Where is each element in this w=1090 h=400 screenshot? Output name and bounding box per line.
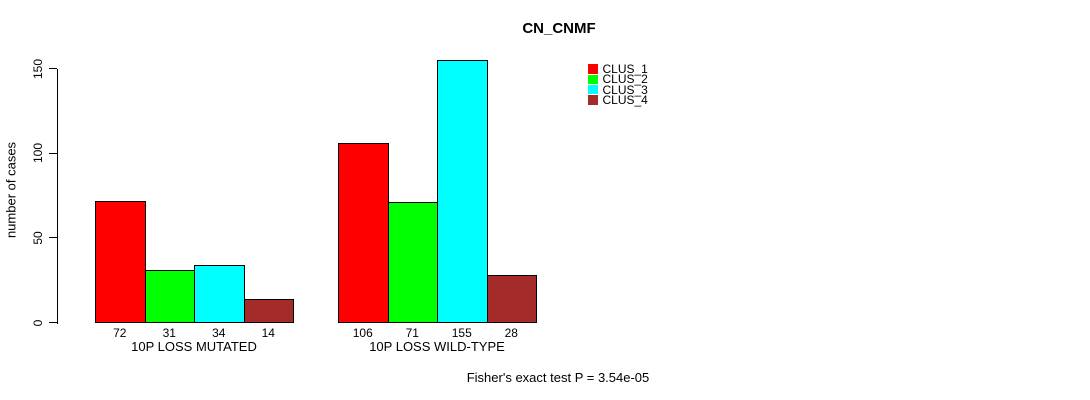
y-tick — [49, 68, 57, 69]
fisher-test-annotation: Fisher's exact test P = 3.54e-05 — [466, 370, 650, 385]
legend-row-clus_2: CLUS_2 — [588, 72, 648, 87]
y-tick — [49, 322, 57, 323]
legend-swatch-clus_3 — [588, 84, 598, 95]
bar-clus_3-group2 — [437, 60, 488, 324]
legend-swatch-clus_1 — [588, 64, 598, 74]
bar-value-label: 28 — [504, 326, 518, 340]
bar-clus_2-group1 — [144, 270, 195, 324]
bar-value-label: 72 — [113, 326, 127, 340]
bar-value-label: 34 — [212, 326, 226, 340]
chart-title: CN_CNMF — [522, 20, 596, 37]
y-tick-label: 150 — [31, 58, 45, 79]
legend-swatch-clus_4 — [588, 95, 598, 105]
bar-value-label: 31 — [162, 326, 176, 340]
bar-value-label: 14 — [261, 326, 275, 340]
legend-row-clus_1: CLUS_1 — [588, 62, 648, 77]
legend-row-clus_3: CLUS_3 — [588, 82, 648, 97]
y-tick — [49, 237, 57, 239]
legend-label: CLUS_4 — [602, 93, 648, 108]
bar-clus_3-group1 — [194, 264, 245, 324]
legend-label: CLUS_2 — [602, 72, 648, 87]
legend: CLUS_1 CLUS_2 CLUS_3 CLUS_4 — [588, 62, 648, 108]
y-tick — [49, 152, 57, 154]
bar-value-label: 71 — [405, 326, 419, 340]
y-tick-label: 100 — [31, 143, 45, 164]
bar-clus_1-group1 — [95, 200, 146, 324]
y-axis-label: number of cases — [3, 141, 19, 239]
y-axis-line — [57, 68, 58, 324]
group-label-2: 10P LOSS WILD-TYPE — [369, 339, 505, 354]
y-tick-label: 0 — [31, 319, 45, 326]
group-label-1: 10P LOSS MUTATED — [131, 339, 257, 354]
y-tick-label: 50 — [31, 231, 45, 245]
bar-value-label: 106 — [352, 326, 373, 340]
legend-swatch-clus_2 — [588, 74, 598, 85]
legend-row-clus_4: CLUS_4 — [588, 93, 648, 108]
bar-value-label: 155 — [451, 326, 472, 340]
bar-clus_4-group1 — [243, 298, 294, 324]
legend-label: CLUS_3 — [602, 82, 648, 97]
bar-clus_4-group2 — [486, 275, 537, 324]
legend-label: CLUS_1 — [602, 62, 648, 77]
bar-clus_2-group2 — [387, 202, 438, 324]
bar-clus_1-group2 — [338, 143, 389, 324]
